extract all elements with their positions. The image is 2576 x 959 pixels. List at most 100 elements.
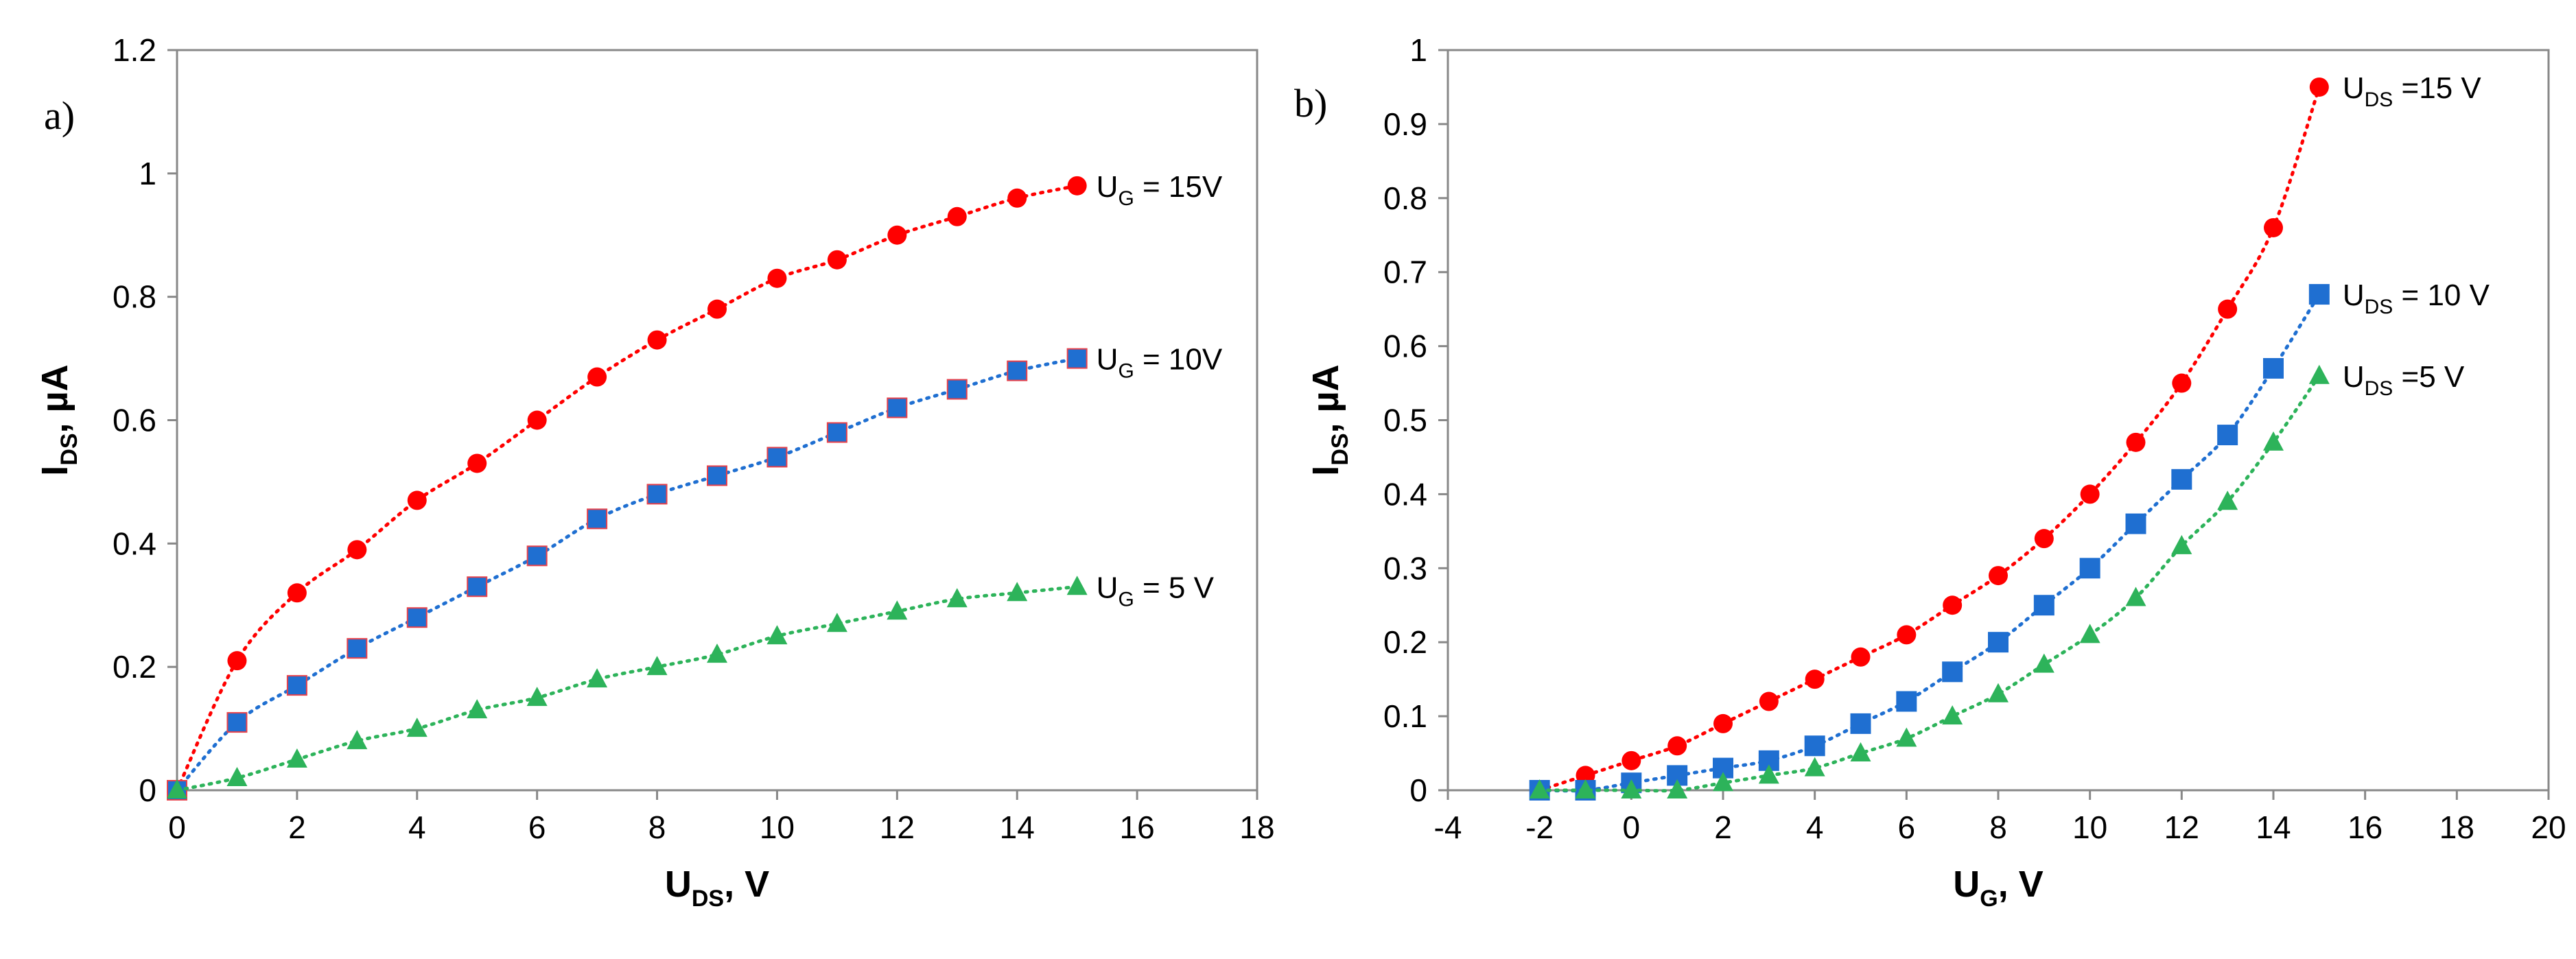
x-tick-label: 14 [1000, 809, 1035, 845]
y-tick-label: 0.4 [1383, 476, 1427, 512]
data-point-circle [587, 367, 607, 387]
data-point-triangle [826, 613, 847, 632]
data-point-circle [2034, 529, 2054, 549]
y-axis-title: IDS, µA [34, 364, 82, 475]
data-point-circle [347, 540, 367, 560]
data-point-circle [1667, 736, 1687, 756]
data-point-circle [647, 330, 667, 350]
y-tick-label: 0.6 [113, 403, 156, 438]
x-tick-label: 8 [1989, 809, 2007, 845]
y-axis-title: IDS, µA [1305, 364, 1353, 475]
data-point-circle [1007, 188, 1027, 208]
data-point-triangle [1942, 705, 1963, 725]
data-point-circle [2264, 217, 2283, 237]
series-triangle: UG = 5 V [167, 571, 1215, 798]
data-point-circle [1759, 691, 1779, 711]
data-point-square [1850, 713, 1871, 734]
data-point-square [946, 379, 968, 400]
data-point-circle [767, 268, 787, 288]
data-point-circle [887, 225, 907, 245]
panel-a-chart: 0 2 4 6 8 10 12 14 16 18 0 0.2 0.4 0.6 0.8 1 1.2 UDS, V ID… [34, 32, 1275, 912]
series-circle: UDS =15 V [1530, 71, 2481, 800]
series-square: UDS = 10 V [1529, 279, 2490, 801]
series-triangle: UDS =5 V [1529, 360, 2465, 798]
data-point-square [1942, 661, 1963, 683]
data-point-triangle [2125, 587, 2146, 606]
data-point-square [1066, 348, 1088, 369]
data-point-square [406, 607, 428, 628]
data-point-circle [227, 651, 247, 671]
data-point-square [467, 576, 488, 597]
x-tick-label: 14 [2256, 809, 2291, 845]
data-point-square [2308, 284, 2330, 305]
data-point-square [707, 465, 727, 486]
y-tick-label: 0.1 [1383, 698, 1427, 734]
series-label: UDS = 10 V [2343, 279, 2490, 318]
data-point-triangle [1988, 683, 2009, 702]
series-line [175, 357, 1079, 792]
data-point-square [887, 397, 908, 418]
x-tick-label: 4 [1806, 809, 1824, 845]
data-point-circle [527, 410, 547, 430]
x-tick-label: -2 [1525, 809, 1554, 845]
data-point-triangle [347, 730, 368, 750]
x-tick-label: 10 [760, 809, 795, 845]
x-tick-label: 4 [408, 809, 426, 845]
series-label: UG = 10V [1097, 343, 1223, 383]
data-point-square [1804, 735, 1825, 757]
data-point-circle [707, 299, 727, 319]
data-point-triangle [2217, 490, 2238, 510]
data-point-triangle [646, 656, 668, 676]
data-point-circle [287, 583, 307, 603]
data-point-square [2171, 469, 2192, 490]
data-point-circle [1621, 750, 1641, 770]
data-point-triangle [766, 625, 788, 645]
y-tick-label: 0.2 [113, 649, 156, 685]
data-point-circle [947, 206, 967, 226]
series-line [1538, 374, 2321, 793]
data-point-triangle [1713, 772, 1733, 792]
data-point-square [766, 447, 788, 468]
x-axis-title: UDS, V [665, 864, 769, 912]
x-tick-label: 0 [1623, 809, 1641, 845]
data-point-triangle [226, 767, 248, 787]
data-point-triangle [467, 699, 488, 719]
data-point-triangle [2263, 431, 2284, 451]
x-tick-label: 16 [1120, 809, 1155, 845]
data-point-circle [2218, 299, 2238, 319]
data-point-square [2263, 357, 2284, 379]
y-tick-label: 1 [1409, 32, 1427, 68]
data-point-square [226, 712, 248, 733]
data-point-square [286, 675, 307, 696]
data-point-triangle [887, 600, 908, 620]
y-tick-label: 0.4 [113, 525, 156, 561]
data-point-triangle [1896, 727, 1917, 747]
x-tick-label: 0 [168, 809, 186, 845]
data-point-triangle [587, 668, 608, 688]
series-label: UG = 5 V [1097, 571, 1215, 611]
data-point-square [1896, 691, 1917, 712]
x-tick-label: 18 [2439, 809, 2474, 845]
series-square: UG = 10V [167, 343, 1223, 801]
y-tick-label: 0.6 [1383, 329, 1427, 364]
data-point-triangle [1804, 757, 1825, 777]
data-point-triangle [1667, 779, 1688, 798]
data-point-circle [827, 250, 847, 270]
data-point-square [1988, 632, 2009, 653]
series-label: UG = 15V [1097, 170, 1223, 210]
data-point-square [2125, 513, 2146, 534]
data-point-circle [1851, 647, 1871, 667]
x-tick-label: 12 [880, 809, 915, 845]
y-tick-label: 0.3 [1383, 550, 1427, 586]
data-point-circle [1897, 625, 1917, 645]
data-point-square [646, 484, 668, 505]
x-tick-label: 2 [288, 809, 306, 845]
data-point-circle [2309, 77, 2329, 97]
panel-label: b) [1294, 81, 1327, 126]
y-tick-label: 0 [1409, 772, 1427, 808]
data-point-circle [467, 453, 487, 473]
data-point-triangle [1007, 582, 1028, 602]
data-point-square [1007, 360, 1028, 381]
data-point-triangle [406, 718, 428, 737]
